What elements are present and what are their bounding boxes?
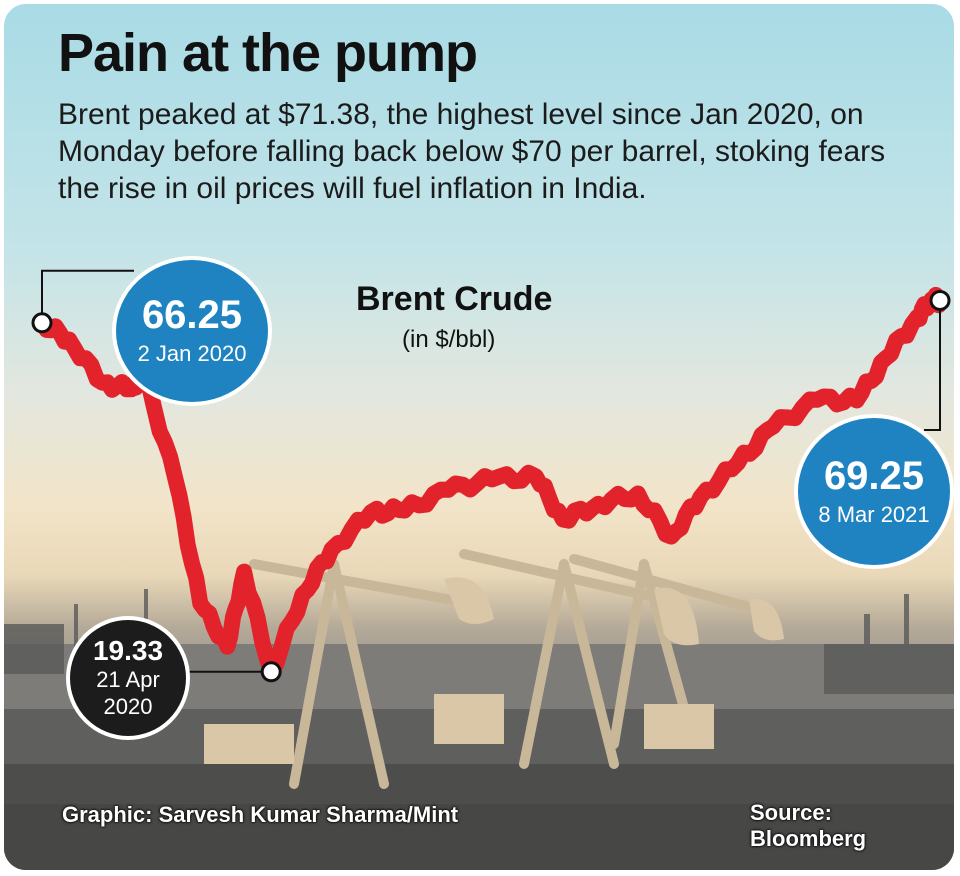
end-connector (924, 300, 941, 431)
background-scene (4, 269, 954, 870)
end-date: 8 Mar 2021 (818, 501, 930, 527)
chart-title: Brent Crude (356, 280, 553, 318)
headline: Pain at the pump (58, 23, 478, 83)
low-date-line1: 21 Apr (96, 666, 160, 692)
brent-price-line (34, 286, 948, 680)
start-connector (41, 269, 134, 323)
low-value-callout: 19.33 21 Apr 2020 (66, 616, 190, 740)
start-point-marker (31, 312, 53, 334)
chart-unit-label: (in $/bbl) (402, 326, 496, 353)
low-date-line2: 2020 (103, 694, 153, 719)
subtitle: Brent peaked at $71.38, the highest leve… (58, 98, 886, 205)
source-note: Source: Bloomberg (750, 800, 867, 851)
start-value: 66.25 (141, 293, 243, 338)
end-point-marker (929, 289, 951, 311)
low-point-marker (260, 661, 282, 683)
end-value: 69.25 (823, 453, 925, 498)
infographic-card: Pain at the pump Brent peaked at $71.38,… (4, 4, 954, 870)
graphic-credit: Graphic: Sarvesh Kumar Sharma/Mint (62, 802, 459, 827)
end-value-callout: 69.25 8 Mar 2021 (794, 414, 954, 569)
start-date: 2 Jan 2020 (137, 341, 247, 367)
start-value-callout: 66.25 2 Jan 2020 (112, 256, 272, 406)
low-value: 19.33 (92, 634, 164, 666)
brent-chart (31, 269, 951, 683)
